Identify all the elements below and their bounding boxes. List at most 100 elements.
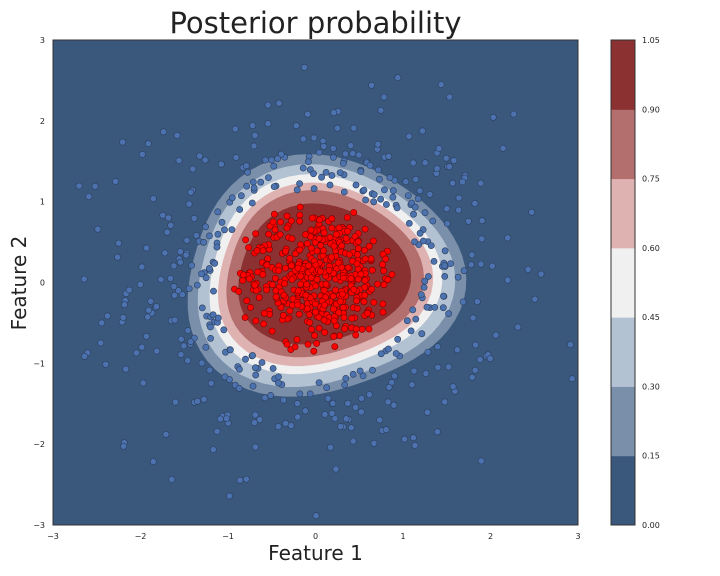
scatter-point-class-0 xyxy=(210,287,217,295)
scatter-point-class-0 xyxy=(471,199,479,207)
scatter-point-class-0 xyxy=(269,365,277,372)
scatter-point-class-0 xyxy=(441,247,449,255)
scatter-point-class-0 xyxy=(206,232,213,240)
scatter-point-class-0 xyxy=(171,291,178,299)
scatter-point-class-0 xyxy=(329,399,337,407)
scatter-point-class-0 xyxy=(394,74,402,82)
scatter-point-class-0 xyxy=(104,312,111,320)
scatter-point-class-1 xyxy=(353,297,360,305)
colorbar-band-4 xyxy=(611,178,635,249)
scatter-point-class-0 xyxy=(280,396,287,404)
scatter-point-class-1 xyxy=(320,286,328,294)
scatter-point-class-1 xyxy=(353,305,361,312)
y-axis-ticks: −3 −2 −1 0 1 2 3 xyxy=(33,36,45,530)
scatter-point-class-1 xyxy=(307,226,315,234)
scatter-point-class-0 xyxy=(468,251,476,259)
scatter-point-class-1 xyxy=(275,267,283,274)
scatter-point-class-0 xyxy=(377,195,384,203)
scatter-point-class-0 xyxy=(524,265,532,273)
scatter-point-class-1 xyxy=(303,280,310,288)
scatter-point-class-1 xyxy=(286,254,294,262)
colorbar-frame xyxy=(610,39,636,526)
scatter-point-class-0 xyxy=(138,343,146,351)
scatter-point-class-0 xyxy=(198,359,206,367)
scatter-point-class-0 xyxy=(147,297,155,305)
scatter-point-class-0 xyxy=(389,193,397,201)
scatter-point-class-0 xyxy=(306,390,314,398)
scatter-point-class-1 xyxy=(305,311,313,319)
scatter-point-class-1 xyxy=(282,247,289,255)
scatter-point-class-0 xyxy=(310,170,317,178)
scatter-point-class-0 xyxy=(328,172,336,179)
scatter-point-class-0 xyxy=(416,187,424,195)
scatter-point-class-1 xyxy=(312,282,320,290)
scatter-point-class-0 xyxy=(293,186,301,194)
scatter-point-class-0 xyxy=(205,265,213,272)
scatter-point-class-0 xyxy=(315,379,323,386)
scatter-point-class-0 xyxy=(567,341,574,348)
y-axis-label: Feature 2 xyxy=(7,236,31,331)
y-tick-label: 0 xyxy=(40,279,45,288)
scatter-point-class-0 xyxy=(232,154,240,161)
scatter-point-class-0 xyxy=(368,81,375,89)
scatter-point-class-0 xyxy=(347,142,355,149)
scatter-point-class-0 xyxy=(437,81,445,88)
scatter-point-class-0 xyxy=(296,180,303,187)
scatter-point-class-0 xyxy=(435,145,443,152)
scatter-point-class-1 xyxy=(330,305,337,313)
scatter-point-class-1 xyxy=(361,225,369,233)
scatter-point-class-0 xyxy=(401,435,408,443)
scatter-point-class-0 xyxy=(471,366,479,374)
scatter-point-class-1 xyxy=(252,317,260,325)
scatter-point-class-0 xyxy=(251,364,259,372)
scatter-point-class-0 xyxy=(365,391,373,398)
scatter-point-class-0 xyxy=(434,343,442,351)
scatter-point-class-0 xyxy=(514,323,522,331)
scatter-point-class-1 xyxy=(297,272,305,280)
scatter-point-class-1 xyxy=(287,262,295,270)
scatter-point-class-0 xyxy=(236,476,244,484)
scatter-point-class-1 xyxy=(370,298,378,306)
scatter-point-class-1 xyxy=(295,310,303,318)
scatter-point-class-0 xyxy=(142,332,150,340)
scatter-point-class-0 xyxy=(347,424,355,432)
scatter-point-class-0 xyxy=(277,150,285,158)
scatter-point-class-1 xyxy=(282,264,289,272)
scatter-point-class-0 xyxy=(478,217,486,225)
scatter-point-class-0 xyxy=(528,208,535,216)
scatter-point-class-0 xyxy=(242,355,249,363)
scatter-point-class-0 xyxy=(176,258,184,266)
scatter-point-class-0 xyxy=(139,379,147,387)
scatter-point-class-0 xyxy=(217,160,225,168)
scatter-point-class-1 xyxy=(268,281,276,289)
scatter-point-class-1 xyxy=(292,250,299,258)
scatter-point-class-0 xyxy=(182,251,190,259)
scatter-point-class-0 xyxy=(327,443,334,451)
scatter-point-class-0 xyxy=(85,193,93,200)
scatter-point-class-0 xyxy=(422,370,430,377)
scatter-point-class-0 xyxy=(235,365,243,373)
scatter-point-class-0 xyxy=(138,263,146,271)
scatter-point-class-0 xyxy=(359,372,367,380)
scatter-point-class-0 xyxy=(473,298,481,305)
scatter-point-class-0 xyxy=(180,342,188,350)
scatter-point-class-0 xyxy=(164,214,172,222)
scatter-point-class-0 xyxy=(410,367,418,375)
scatter-point-class-1 xyxy=(308,214,316,222)
scatter-point-class-0 xyxy=(294,413,302,421)
scatter-point-class-1 xyxy=(313,340,320,347)
scatter-point-class-0 xyxy=(248,199,256,207)
scatter-point-class-0 xyxy=(424,273,432,280)
scatter-point-class-1 xyxy=(315,324,323,332)
scatter-point-class-0 xyxy=(342,150,349,158)
plot-area xyxy=(53,40,578,525)
scatter-point-class-1 xyxy=(346,251,353,258)
scatter-point-class-0 xyxy=(349,150,357,157)
scatter-point-class-1 xyxy=(271,274,279,282)
scatter-point-class-1 xyxy=(263,261,271,269)
scatter-point-class-1 xyxy=(340,314,348,321)
scatter-point-class-0 xyxy=(405,132,413,140)
scatter-point-class-0 xyxy=(119,314,127,321)
scatter-point-class-0 xyxy=(446,93,453,101)
scatter-point-class-1 xyxy=(380,281,388,289)
